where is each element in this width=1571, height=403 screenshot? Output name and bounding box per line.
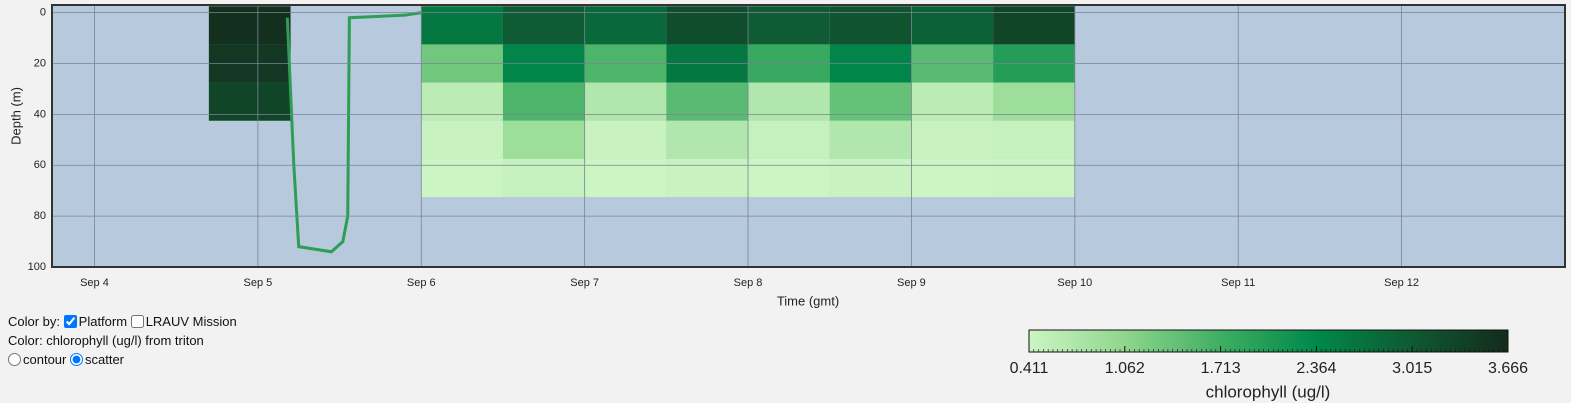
track-line <box>285 11 422 254</box>
scatter-cell <box>208 82 291 121</box>
x-tick-label: Sep 11 <box>1221 277 1255 289</box>
scatter-cell <box>911 6 994 45</box>
y-tick-label: 80 <box>34 210 46 222</box>
scatter-cell <box>502 82 585 121</box>
scatter-cell <box>666 158 749 198</box>
scatter-cell <box>666 120 749 159</box>
checkbox[interactable] <box>63 315 77 328</box>
scatter-cell <box>748 120 830 159</box>
option-label[interactable]: Platform <box>78 314 128 329</box>
scatter-cell <box>421 82 503 121</box>
colorbar-title: chlorophyll (ug/l) <box>1206 382 1331 401</box>
y-tick-label: 0 <box>40 7 46 19</box>
color-line: Color: chlorophyll (ug/l) from triton <box>8 333 204 348</box>
x-tick-label: Sep 5 <box>243 277 272 289</box>
x-tick-label: Sep 12 <box>1384 277 1419 289</box>
plot-type-label[interactable]: contour <box>23 352 67 367</box>
colorbar-tick-label: 3.666 <box>1488 360 1528 377</box>
scatter-cell <box>584 120 667 159</box>
scatter-cell <box>502 120 585 159</box>
y-axis-label: Depth (m) <box>8 87 23 145</box>
scatter-cell <box>829 82 912 121</box>
scatter-cell <box>993 120 1075 159</box>
scatter-cell <box>993 158 1075 198</box>
scatter-cell <box>421 6 503 45</box>
scatter-cell <box>584 158 667 198</box>
y-tick-label: 40 <box>34 108 46 120</box>
colorbar-tick-label: 3.015 <box>1392 360 1432 377</box>
option-label[interactable]: LRAUV Mission <box>145 314 237 329</box>
x-tick-label: Sep 7 <box>570 277 599 289</box>
scatter-cell <box>208 6 291 45</box>
checkbox[interactable] <box>130 315 144 328</box>
y-tick-label: 20 <box>34 57 46 69</box>
scatter-cell <box>666 6 749 45</box>
plot-frame <box>51 4 1566 268</box>
x-tick-label: Sep 9 <box>897 277 926 289</box>
colorbar <box>1028 329 1509 353</box>
color-by-label: Color by: <box>8 314 61 329</box>
x-tick-label: Sep 10 <box>1057 277 1092 289</box>
scatter-cell <box>421 120 503 159</box>
scatter-cell <box>748 82 830 121</box>
scatter-cell <box>911 158 994 198</box>
scatter-cell <box>829 120 912 159</box>
scatter-cell <box>829 158 912 198</box>
x-tick-label: Sep 8 <box>734 277 763 289</box>
scatter-cell <box>911 120 994 159</box>
scatter-cell <box>748 6 830 45</box>
scatter-cell <box>993 82 1075 121</box>
color-by-row: Color by: Platform LRAUV Mission <box>8 312 237 331</box>
x-axis-label: Time (gmt) <box>777 293 839 308</box>
scatter-cell <box>911 82 994 121</box>
colorbar-tick-label: 1.062 <box>1105 360 1145 377</box>
scatter-cell <box>748 158 830 198</box>
scatter-cell <box>584 82 667 121</box>
scatter-cell <box>584 6 667 45</box>
scatter-cell <box>993 6 1075 45</box>
colorbar-tick-label: 1.713 <box>1201 360 1241 377</box>
scatter-cell <box>421 158 503 198</box>
colorbar-tick-label: 2.364 <box>1296 360 1336 377</box>
y-tick-label: 60 <box>34 159 46 171</box>
scatter-cell <box>666 82 749 121</box>
controls: Color by: Platform LRAUV Mission Color: … <box>8 312 237 369</box>
plot-type-label[interactable]: scatter <box>85 352 125 367</box>
radio[interactable] <box>70 353 83 366</box>
radio[interactable] <box>8 353 21 366</box>
scatter-cell <box>502 158 585 198</box>
scatter-cell <box>502 6 585 45</box>
x-tick-label: Sep 6 <box>407 277 436 289</box>
colorbar-tick-label: 0.411 <box>1010 360 1049 377</box>
y-tick-label: 100 <box>28 261 46 273</box>
x-tick-label: Sep 4 <box>80 277 109 289</box>
scatter-cell <box>829 6 912 45</box>
plot-type-row: contour scatter <box>8 350 237 369</box>
